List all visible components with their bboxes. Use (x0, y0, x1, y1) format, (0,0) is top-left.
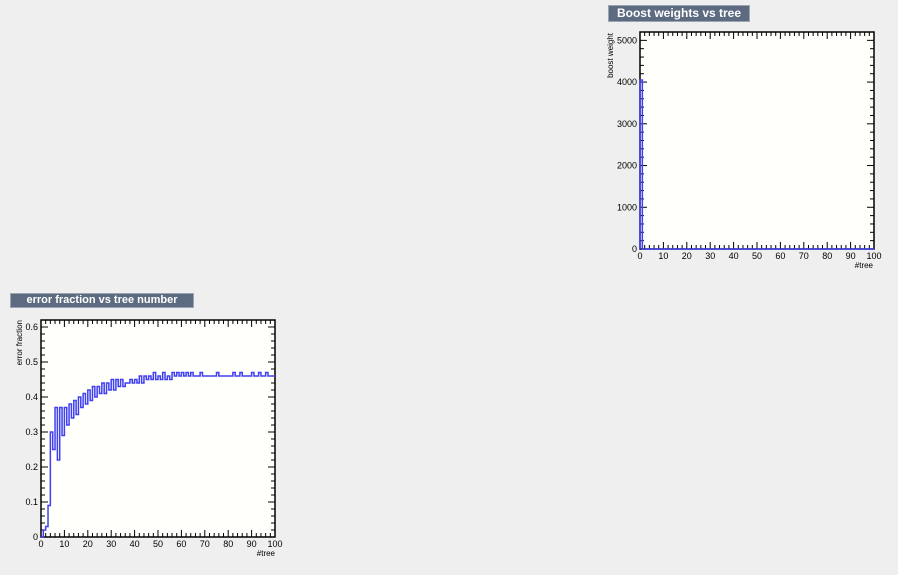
boost-weights-series (639, 79, 874, 250)
error-y-tick-label: 0 (33, 532, 38, 542)
error-plot-frame (40, 319, 276, 538)
boost-x-tick-label: 30 (705, 251, 715, 261)
boost-y-tick-label: 5000 (617, 35, 637, 45)
error-x-tick-label: 30 (106, 539, 116, 549)
boost-x-tick-label: 20 (682, 251, 692, 261)
error-y-tick-label: 0.4 (25, 392, 38, 402)
error-y-tick-label: 0.3 (25, 427, 38, 437)
boost-x-tick-label: 100 (866, 251, 881, 261)
error-fraction-title: error fraction vs tree number (10, 293, 194, 308)
boost-y-axis-title: boost weight (606, 32, 615, 78)
error-x-tick-label: 10 (59, 539, 69, 549)
boost-x-tick-label: 10 (658, 251, 668, 261)
error-x-tick-label: 0 (38, 539, 43, 549)
boost-x-tick-label: 0 (637, 251, 642, 261)
boost-y-tick-label: 4000 (617, 77, 637, 87)
boost-x-tick-label: 60 (775, 251, 785, 261)
error-x-tick-label: 70 (200, 539, 210, 549)
boost-x-tick-label: 90 (846, 251, 856, 261)
error-fraction-series (41, 371, 275, 538)
error-y-tick-label: 0.5 (25, 357, 38, 367)
error-y-tick-label: 0.6 (25, 322, 38, 332)
error-x-tick-label: 20 (83, 539, 93, 549)
boost-y-tick-label: 0 (632, 244, 637, 254)
error-x-tick-label: 40 (130, 539, 140, 549)
error-x-axis-title: #tree (257, 549, 276, 558)
boost-y-tick-label: 2000 (617, 161, 637, 171)
boost-x-tick-label: 40 (729, 251, 739, 261)
boost-y-tick-label: 1000 (617, 202, 637, 212)
boost-x-axis-title: #tree (855, 261, 874, 270)
error-x-tick-label: 50 (153, 539, 163, 549)
error-fraction-chart: 0 10 20 30 40 50 60 70 80 90 100 0 0.1 0.2 0.3 0.4 0.5 0… (15, 319, 283, 558)
error-y-axis-title: error fraction (15, 320, 24, 365)
error-x-tick-label: 100 (267, 539, 282, 549)
boost-y-tick-label: 3000 (617, 119, 637, 129)
boost-x-tick-label: 70 (799, 251, 809, 261)
error-y-tick-label: 0.1 (25, 497, 38, 507)
boost-x-tick-label: 80 (822, 251, 832, 261)
boost-weights-title: Boost weights vs tree (608, 5, 750, 22)
error-y-tick-label: 0.2 (25, 462, 38, 472)
boost-weights-chart: 0 10 20 30 40 50 60 70 80 90 100 0 1000 2000 3000 4000… (606, 31, 882, 270)
error-x-tick-label: 60 (176, 539, 186, 549)
error-x-tick-label: 90 (247, 539, 257, 549)
error-x-tick-label: 80 (223, 539, 233, 549)
boost-plot-frame (639, 31, 875, 250)
boost-x-tick-label: 50 (752, 251, 762, 261)
